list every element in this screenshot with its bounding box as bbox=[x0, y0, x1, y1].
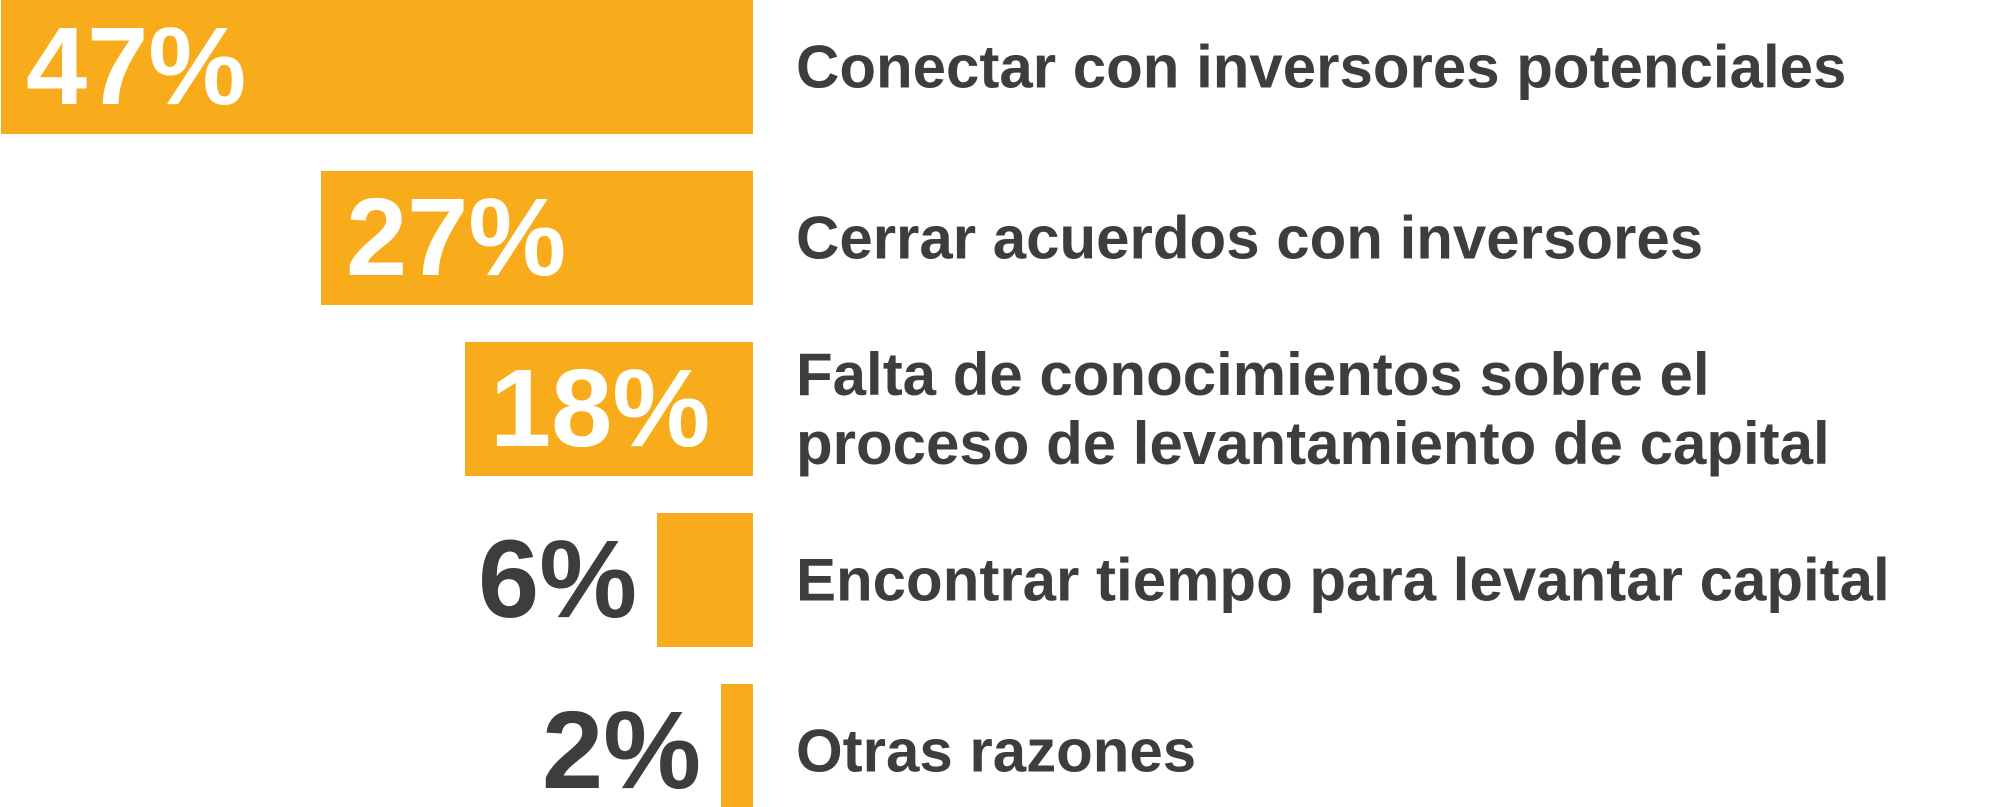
category-label: Encontrar tiempo para levantar capital bbox=[796, 546, 1890, 614]
bar bbox=[721, 684, 753, 807]
value-label: 18% bbox=[490, 347, 711, 470]
category-label: Cerrar acuerdos con inversores bbox=[796, 204, 1704, 272]
value-label: 27% bbox=[346, 176, 567, 299]
value-label: 2% bbox=[542, 689, 701, 807]
value-label: 47% bbox=[26, 5, 247, 128]
bar bbox=[1, 0, 753, 134]
value-label: 6% bbox=[478, 518, 637, 641]
category-label: Otras razones bbox=[796, 717, 1197, 785]
bar bbox=[465, 342, 753, 476]
category-label: Conectar con inversores potenciales bbox=[796, 33, 1847, 101]
bar bbox=[321, 171, 753, 305]
category-label: Falta de conocimientos sobre el proceso … bbox=[796, 341, 1830, 477]
bar bbox=[657, 513, 753, 647]
